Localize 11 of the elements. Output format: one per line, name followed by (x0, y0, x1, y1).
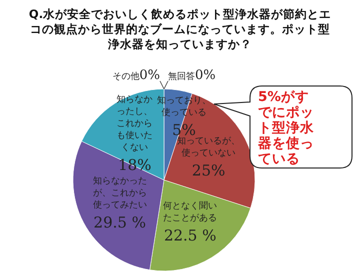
slice-label: 何となく聞いたことがある (163, 200, 218, 224)
slice-label: 知らなかったが、これから使ってみたい (92, 175, 147, 210)
category-label: 無回答 (168, 72, 195, 82)
text: 0% (139, 68, 160, 83)
text: 0% (195, 68, 216, 83)
data-label: 25% (192, 161, 226, 180)
chart-title: Q.水が安全でおいしく飲めるポット型浄水器が節約とエコの観点から世界的なブームになっています。ポット型浄水器を知っていますか？ (28, 7, 332, 51)
data-label: 29.5 % (94, 213, 146, 232)
category-label: その他 (112, 72, 140, 82)
text: 5%がすでにポット型浄水器を使っている (258, 89, 315, 167)
data-label: 22.5 % (164, 226, 216, 245)
